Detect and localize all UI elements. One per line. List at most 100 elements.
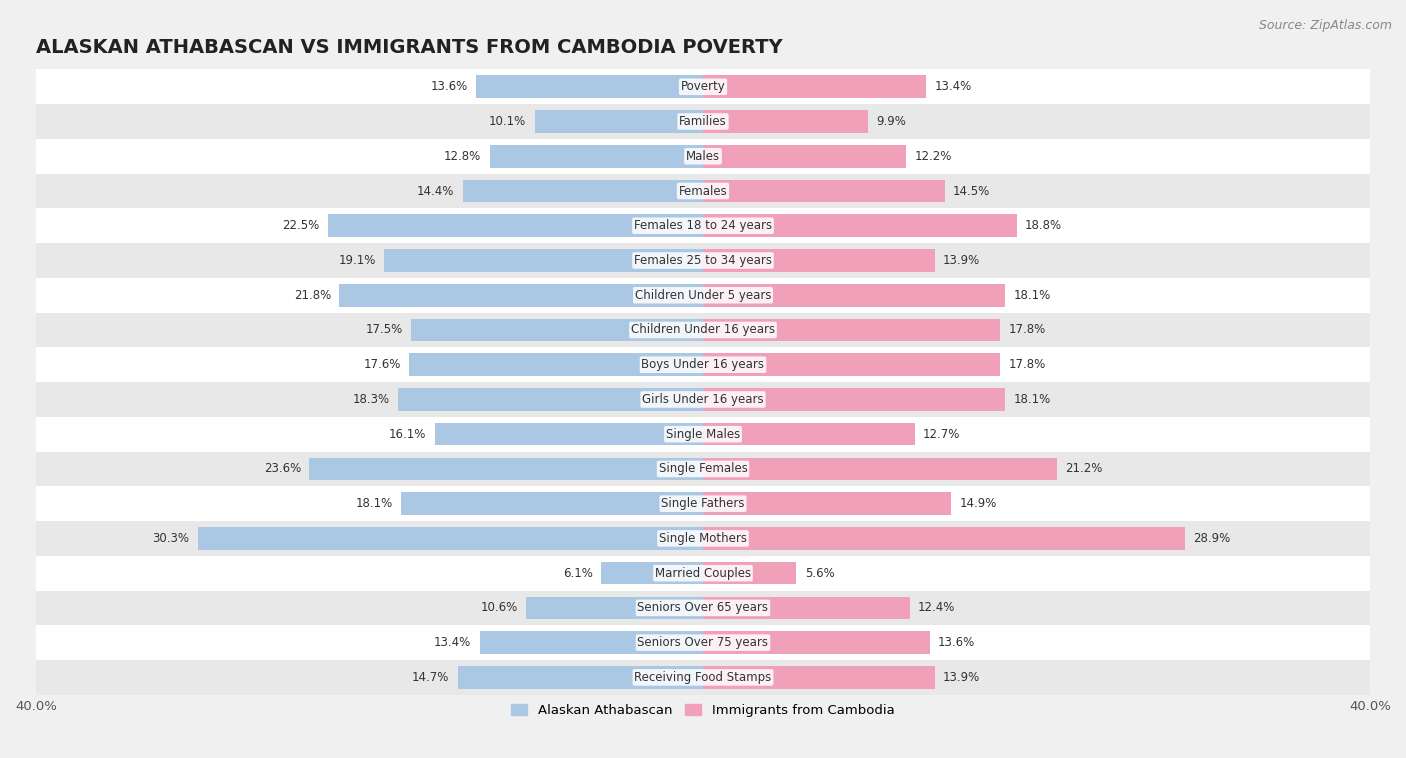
Bar — [409, 353, 703, 376]
Bar — [703, 215, 1017, 237]
Bar — [37, 452, 1369, 487]
Text: 17.5%: 17.5% — [366, 324, 404, 337]
Bar — [37, 208, 1369, 243]
Text: 5.6%: 5.6% — [804, 567, 835, 580]
Bar — [703, 527, 1185, 550]
Text: 14.9%: 14.9% — [960, 497, 997, 510]
Text: Seniors Over 75 years: Seniors Over 75 years — [637, 636, 769, 649]
Text: Families: Families — [679, 115, 727, 128]
Text: 14.4%: 14.4% — [418, 184, 454, 198]
Text: Single Mothers: Single Mothers — [659, 532, 747, 545]
Text: 10.1%: 10.1% — [489, 115, 526, 128]
Bar — [602, 562, 703, 584]
Text: Married Couples: Married Couples — [655, 567, 751, 580]
Bar — [198, 527, 703, 550]
Bar — [463, 180, 703, 202]
Bar — [703, 284, 1005, 306]
Text: 17.8%: 17.8% — [1008, 324, 1046, 337]
Bar — [37, 487, 1369, 521]
Bar — [309, 458, 703, 481]
Text: 13.9%: 13.9% — [943, 671, 980, 684]
Text: 14.7%: 14.7% — [412, 671, 450, 684]
Bar — [489, 145, 703, 168]
Text: 13.6%: 13.6% — [938, 636, 976, 649]
Text: Females: Females — [679, 184, 727, 198]
Bar — [703, 493, 952, 515]
Text: Children Under 16 years: Children Under 16 years — [631, 324, 775, 337]
Text: Poverty: Poverty — [681, 80, 725, 93]
Text: Girls Under 16 years: Girls Under 16 years — [643, 393, 763, 406]
Text: 18.1%: 18.1% — [1014, 289, 1050, 302]
Text: 9.9%: 9.9% — [876, 115, 907, 128]
Text: 13.6%: 13.6% — [430, 80, 468, 93]
Bar — [37, 70, 1369, 104]
Text: Boys Under 16 years: Boys Under 16 years — [641, 359, 765, 371]
Bar — [37, 347, 1369, 382]
Bar — [37, 243, 1369, 278]
Text: 12.8%: 12.8% — [444, 150, 481, 163]
Bar — [398, 388, 703, 411]
Text: Females 25 to 34 years: Females 25 to 34 years — [634, 254, 772, 267]
Bar — [703, 249, 935, 272]
Text: 18.1%: 18.1% — [1014, 393, 1050, 406]
Text: Single Females: Single Females — [658, 462, 748, 475]
Bar — [703, 458, 1056, 481]
Bar — [703, 597, 910, 619]
Bar — [37, 521, 1369, 556]
Bar — [703, 562, 796, 584]
Text: Single Males: Single Males — [666, 428, 740, 440]
Bar — [526, 597, 703, 619]
Bar — [703, 631, 929, 654]
Bar — [703, 353, 1000, 376]
Text: 13.9%: 13.9% — [943, 254, 980, 267]
Bar — [37, 625, 1369, 660]
Text: 19.1%: 19.1% — [339, 254, 377, 267]
Text: 18.3%: 18.3% — [353, 393, 389, 406]
Bar — [703, 145, 907, 168]
Text: 12.4%: 12.4% — [918, 601, 956, 615]
Text: 21.2%: 21.2% — [1064, 462, 1102, 475]
Text: 30.3%: 30.3% — [152, 532, 190, 545]
Text: 18.8%: 18.8% — [1025, 219, 1062, 232]
Bar — [534, 110, 703, 133]
Text: 18.1%: 18.1% — [356, 497, 392, 510]
Bar — [477, 76, 703, 98]
Text: Females 18 to 24 years: Females 18 to 24 years — [634, 219, 772, 232]
Bar — [411, 318, 703, 341]
Bar — [703, 666, 935, 689]
Bar — [37, 417, 1369, 452]
Bar — [479, 631, 703, 654]
Bar — [37, 104, 1369, 139]
Text: Seniors Over 65 years: Seniors Over 65 years — [637, 601, 769, 615]
Bar — [37, 174, 1369, 208]
Text: Source: ZipAtlas.com: Source: ZipAtlas.com — [1258, 19, 1392, 32]
Text: 13.4%: 13.4% — [935, 80, 972, 93]
Bar — [37, 590, 1369, 625]
Bar — [458, 666, 703, 689]
Text: ALASKAN ATHABASCAN VS IMMIGRANTS FROM CAMBODIA POVERTY: ALASKAN ATHABASCAN VS IMMIGRANTS FROM CA… — [37, 38, 783, 57]
Text: 22.5%: 22.5% — [283, 219, 319, 232]
Text: Children Under 5 years: Children Under 5 years — [634, 289, 772, 302]
Bar — [37, 382, 1369, 417]
Bar — [37, 556, 1369, 590]
Bar — [37, 660, 1369, 695]
Text: Males: Males — [686, 150, 720, 163]
Text: 16.1%: 16.1% — [389, 428, 426, 440]
Text: 21.8%: 21.8% — [294, 289, 330, 302]
Text: 12.7%: 12.7% — [924, 428, 960, 440]
Bar — [703, 423, 915, 446]
Bar — [703, 388, 1005, 411]
Text: 23.6%: 23.6% — [264, 462, 301, 475]
Text: 14.5%: 14.5% — [953, 184, 990, 198]
Text: 13.4%: 13.4% — [434, 636, 471, 649]
Legend: Alaskan Athabascan, Immigrants from Cambodia: Alaskan Athabascan, Immigrants from Camb… — [506, 699, 900, 722]
Text: 28.9%: 28.9% — [1194, 532, 1230, 545]
Text: 10.6%: 10.6% — [481, 601, 517, 615]
Text: 12.2%: 12.2% — [915, 150, 952, 163]
Text: 17.6%: 17.6% — [364, 359, 401, 371]
Bar — [401, 493, 703, 515]
Bar — [434, 423, 703, 446]
Bar — [384, 249, 703, 272]
Bar — [37, 312, 1369, 347]
Text: 6.1%: 6.1% — [562, 567, 593, 580]
